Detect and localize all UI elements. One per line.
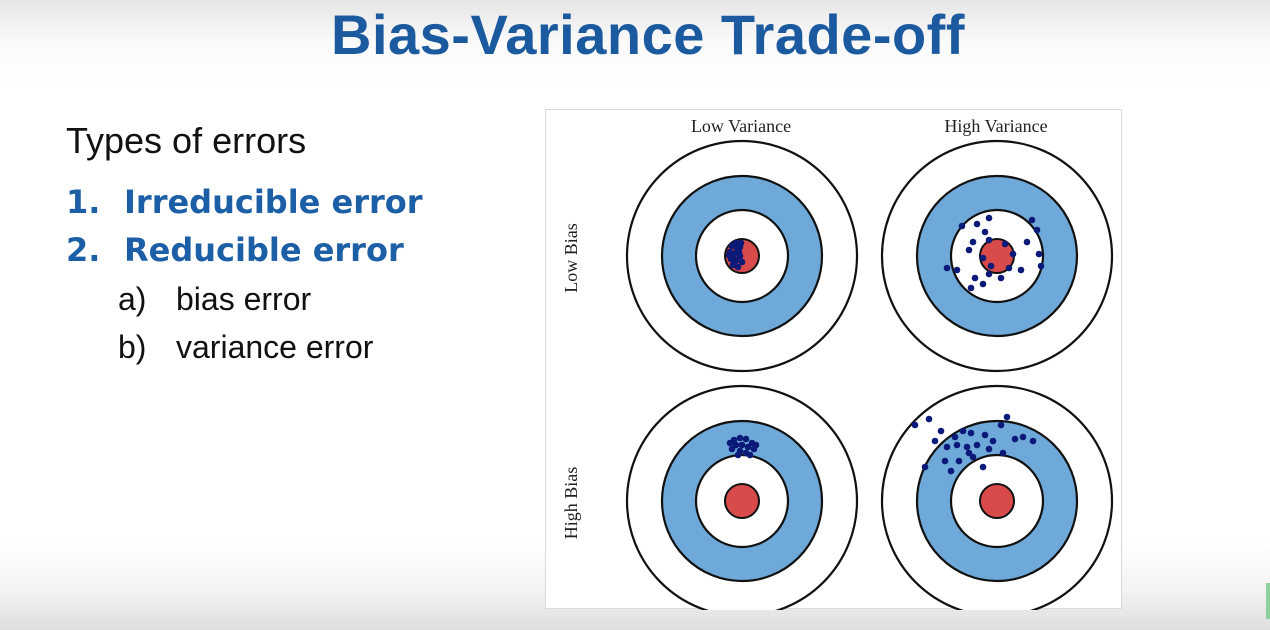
sample-dot (752, 441, 760, 449)
sample-dot (999, 449, 1007, 457)
target-low-bias-high-variance (880, 139, 1114, 373)
sample-dot (987, 262, 995, 270)
sample-dot (1033, 226, 1041, 234)
list-letter: b) (118, 329, 147, 365)
target-bullseye (724, 483, 760, 519)
sample-dot (963, 443, 971, 451)
sample-dot (921, 463, 929, 471)
bullseye-grid: Low Variance High Variance Low Bias High… (561, 116, 1114, 610)
sample-dot (911, 421, 919, 429)
sample-dot (738, 441, 746, 449)
column-label-high-variance: High Variance (944, 116, 1047, 136)
sample-dot (1003, 413, 1011, 421)
target-bullseye (979, 483, 1015, 519)
sample-dot (733, 245, 741, 253)
sample-dot (731, 260, 739, 268)
sample-dot (736, 434, 744, 442)
sample-dot (985, 214, 993, 222)
sample-dot (1017, 266, 1025, 274)
sample-dot (985, 445, 993, 453)
sample-dot (959, 427, 967, 435)
list-text: bias error (176, 281, 312, 317)
sample-dot (725, 251, 733, 259)
sample-dot (971, 274, 979, 282)
sample-dot (979, 254, 987, 262)
sample-dot (726, 439, 734, 447)
list-item-irreducible-error: 1. Irreducible error (66, 183, 423, 221)
sample-dot (1011, 435, 1019, 443)
sample-dot (1009, 250, 1017, 258)
list-letter: a) (118, 281, 147, 317)
sample-dot (997, 274, 1005, 282)
sample-dot (1028, 216, 1036, 224)
sample-dot (973, 441, 981, 449)
types-of-errors-heading: Types of errors (66, 120, 307, 161)
sample-dot (985, 236, 993, 244)
list-item-reducible-error: 2. Reducible error (66, 231, 404, 269)
sample-dot (965, 246, 973, 254)
list-text: variance error (176, 329, 374, 365)
sample-dot (1005, 264, 1013, 272)
sample-dot (1029, 437, 1037, 445)
list-text: Reducible error (124, 231, 404, 269)
sample-dot (732, 239, 740, 247)
sample-dot (965, 449, 973, 457)
sample-dot (937, 427, 945, 435)
sample-dot (1023, 238, 1031, 246)
sample-dot (951, 433, 959, 441)
sample-dot (941, 457, 949, 465)
sample-dot (1035, 250, 1043, 258)
sample-dot (947, 467, 955, 475)
sample-dot (985, 270, 993, 278)
bias-variance-bullseye-figure: Low Variance High Variance Low Bias High… (545, 109, 1122, 610)
target-high-bias-low-variance (625, 384, 859, 610)
sample-dot (730, 250, 738, 258)
sample-dot (1001, 240, 1009, 248)
sample-dot (931, 437, 939, 445)
row-label-low-bias: Low Bias (561, 223, 581, 293)
edge-accent-bar (1266, 583, 1270, 619)
sample-dot (738, 258, 746, 266)
list-item-bias-error: a) bias error (118, 281, 311, 318)
list-number: 1. (66, 183, 101, 221)
row-label-high-bias: High Bias (561, 467, 581, 540)
list-text: Irreducible error (124, 183, 423, 221)
sample-dot (967, 284, 975, 292)
sample-dot (925, 415, 933, 423)
sample-dot (744, 443, 752, 451)
sample-dot (732, 441, 740, 449)
sample-dot (953, 441, 961, 449)
sample-dot (742, 435, 750, 443)
sample-dot (973, 220, 981, 228)
sample-dot (1037, 262, 1045, 270)
slide-title: Bias-Variance Trade-off (331, 3, 965, 66)
sample-dot (981, 431, 989, 439)
sample-dot (734, 451, 742, 459)
sample-dot (943, 264, 951, 272)
sample-dot (1019, 433, 1027, 441)
sample-dot (979, 463, 987, 471)
sample-dot (955, 457, 963, 465)
sample-dot (736, 252, 744, 260)
target-high-bias-high-variance (880, 384, 1114, 610)
column-label-low-variance: Low Variance (691, 116, 791, 136)
targets-group (625, 139, 1114, 610)
sample-dot (969, 238, 977, 246)
list-item-variance-error: b) variance error (118, 329, 373, 366)
sample-dot (997, 421, 1005, 429)
sample-dot (943, 443, 951, 451)
sample-dot (981, 228, 989, 236)
sample-dot (728, 445, 736, 453)
sample-dot (737, 239, 745, 247)
sample-dot (953, 266, 961, 274)
sample-dot (746, 451, 754, 459)
sample-dot (967, 429, 975, 437)
sample-dot (989, 437, 997, 445)
target-low-bias-low-variance (625, 139, 859, 373)
sample-dot (979, 280, 987, 288)
list-number: 2. (66, 231, 101, 269)
sample-dot (969, 453, 977, 461)
sample-dot (958, 222, 966, 230)
